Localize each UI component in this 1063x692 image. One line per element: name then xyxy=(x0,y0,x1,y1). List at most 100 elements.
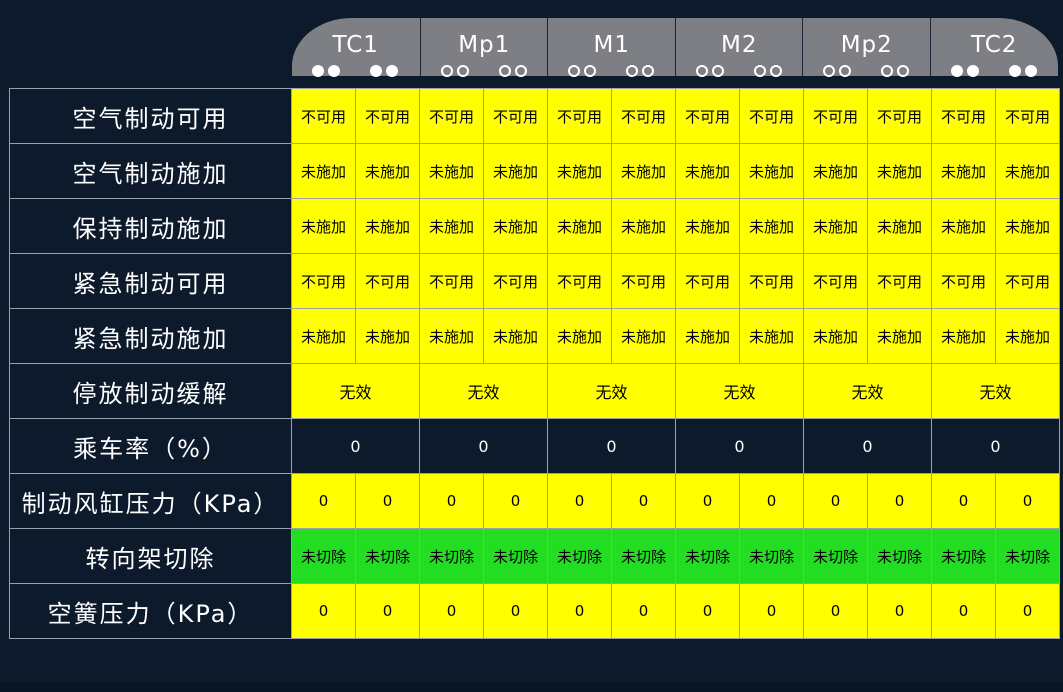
row-label: 空气制动施加 xyxy=(9,143,292,199)
wheel-dot-icon xyxy=(897,65,909,77)
status-cell: 不可用 xyxy=(803,253,868,309)
status-cell: 0 xyxy=(931,418,1060,474)
status-cell: 不可用 xyxy=(995,253,1060,309)
status-cell: 0 xyxy=(611,583,676,639)
status-cell: 不可用 xyxy=(419,88,484,144)
status-cell: 不可用 xyxy=(355,88,420,144)
wheel-dot-icon xyxy=(312,65,324,77)
status-cell: 0 xyxy=(419,418,548,474)
row-label: 紧急制动施加 xyxy=(9,308,292,364)
status-cell: 0 xyxy=(291,583,356,639)
status-cell: 未切除 xyxy=(611,528,676,584)
car-header-tc2: TC2 xyxy=(929,18,1058,78)
wheel-dot-icon xyxy=(695,65,708,77)
status-cell: 未施加 xyxy=(483,143,548,199)
status-cell: 未施加 xyxy=(611,198,676,254)
status-cell: 不可用 xyxy=(803,88,868,144)
status-cell: 不可用 xyxy=(995,88,1060,144)
status-cell: 未施加 xyxy=(867,143,932,199)
bogie-indicator-icon xyxy=(568,64,596,78)
wheel-dot-icon xyxy=(514,65,527,77)
status-cell: 0 xyxy=(867,583,932,639)
bogie-indicator-icon xyxy=(823,64,851,78)
status-cell: 无效 xyxy=(419,363,548,419)
status-cell: 未施加 xyxy=(739,198,804,254)
status-cell: 无效 xyxy=(803,363,932,419)
status-cell: 未施加 xyxy=(355,143,420,199)
bogie-indicator-icon xyxy=(950,64,979,78)
bogie-indicator-icon xyxy=(440,64,469,78)
status-cell: 未切除 xyxy=(739,528,804,584)
status-cell: 0 xyxy=(931,473,996,529)
status-cell: 0 xyxy=(483,583,548,639)
status-cell: 0 xyxy=(675,473,740,529)
status-cell: 不可用 xyxy=(867,253,932,309)
status-cell: 无效 xyxy=(931,363,1060,419)
bogie-indicator-icon xyxy=(370,64,398,78)
car-header-mp1: Mp1 xyxy=(419,18,548,78)
status-cell: 不可用 xyxy=(483,88,548,144)
status-cell: 0 xyxy=(803,473,868,529)
status-cell: 未施加 xyxy=(995,308,1060,364)
status-row: 保持制动施加 未施加 未施加 未施加 未施加 未施加 未施加 未施加 未施加 未施加 未施加 未施加未… xyxy=(9,198,1060,254)
status-cell: 0 xyxy=(355,473,420,529)
status-row: 转向架切除 未切除 未切除 未切除 未切除 未切除 未切除 未切除 未切除 未切除 未切除 未切除 未切… xyxy=(9,528,1060,584)
status-cell: 不可用 xyxy=(291,253,356,309)
wheel-dot-icon xyxy=(753,65,766,77)
wheel-dot-icon xyxy=(642,65,654,77)
bottom-strip xyxy=(0,682,1063,692)
status-cell: 未施加 xyxy=(547,143,612,199)
bogie-indicator-icon xyxy=(695,64,724,78)
status-row: 空气制动施加 未施加 未施加 未施加 未施加 未施加 未施加 未施加 未施加 未施加 未施加 未施加未… xyxy=(9,143,1060,199)
status-row: 空气制动可用 不可用 不可用 不可用 不可用 不可用 不可用 不可用 不可用 不可用 不可用 不可用不… xyxy=(9,88,1060,144)
wheel-dot-icon xyxy=(711,65,724,77)
status-cell: 未施加 xyxy=(675,198,740,254)
status-cell: 未切除 xyxy=(547,528,612,584)
status-cell: 不可用 xyxy=(675,253,740,309)
status-cell: 不可用 xyxy=(931,253,996,309)
status-cell: 未切除 xyxy=(675,528,740,584)
row-label: 乘车率（%） xyxy=(9,418,292,474)
status-cell: 未施加 xyxy=(291,198,356,254)
status-cell: 未施加 xyxy=(931,198,996,254)
status-cell: 未施加 xyxy=(995,143,1060,199)
status-cell: 未施加 xyxy=(547,198,612,254)
status-cell: 未施加 xyxy=(547,308,612,364)
car-name: Mp2 xyxy=(840,32,893,58)
status-row: 停放制动缓解 无效 无效 无效 无效 无效 无效 xyxy=(9,363,1060,419)
status-cell: 未施加 xyxy=(675,143,740,199)
status-cell: 未施加 xyxy=(483,308,548,364)
status-cell: 无效 xyxy=(291,363,420,419)
car-name: TC2 xyxy=(971,32,1018,58)
status-row: 制动风缸压力（KPa） 0 0 0 0 0 0 0 0 0 0 0 0 xyxy=(9,473,1060,529)
car-header-mp2: Mp2 xyxy=(802,18,931,78)
brake-status-table: 空气制动可用 不可用 不可用 不可用 不可用 不可用 不可用 不可用 不可用 不可用 不可用 不可用不… xyxy=(9,88,1060,639)
status-cell: 不可用 xyxy=(739,88,804,144)
status-cell: 0 xyxy=(995,583,1060,639)
status-cell: 未切除 xyxy=(291,528,356,584)
bogie-indicator-icon xyxy=(498,64,527,78)
wheel-dot-icon xyxy=(823,65,835,77)
status-cell: 不可用 xyxy=(611,253,676,309)
bogie-indicator-icon xyxy=(312,64,340,78)
wheel-dot-icon xyxy=(1008,65,1021,77)
status-cell: 0 xyxy=(739,473,804,529)
status-cell: 未切除 xyxy=(867,528,932,584)
status-cell: 0 xyxy=(803,583,868,639)
status-cell: 未切除 xyxy=(995,528,1060,584)
status-cell: 不可用 xyxy=(419,253,484,309)
status-cell: 未施加 xyxy=(931,308,996,364)
status-cell: 0 xyxy=(995,473,1060,529)
status-cell: 0 xyxy=(291,473,356,529)
status-cell: 0 xyxy=(419,583,484,639)
status-cell: 未切除 xyxy=(803,528,868,584)
wheel-dot-icon xyxy=(370,65,382,77)
status-cell: 不可用 xyxy=(355,253,420,309)
status-cell: 不可用 xyxy=(547,88,612,144)
wheel-dot-icon xyxy=(769,65,782,77)
status-cell: 未切除 xyxy=(931,528,996,584)
status-cell: 0 xyxy=(547,418,676,474)
status-cell: 未施加 xyxy=(291,308,356,364)
bogie-indicator-icon xyxy=(626,64,654,78)
row-label: 停放制动缓解 xyxy=(9,363,292,419)
